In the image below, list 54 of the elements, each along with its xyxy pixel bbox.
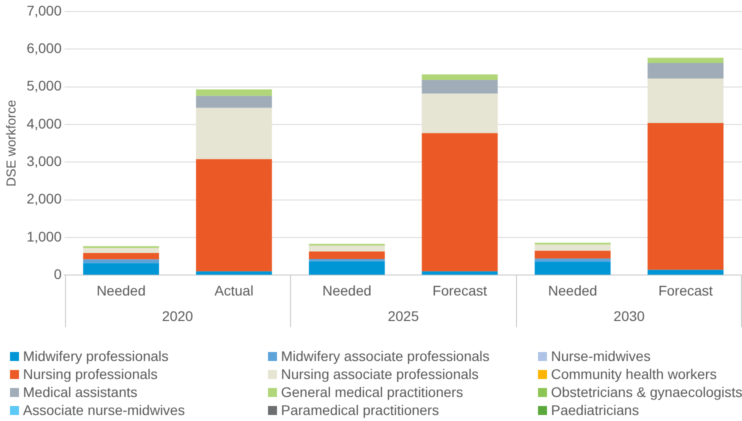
legend-label: Nursing associate professionals [281,366,479,382]
bar [534,244,611,251]
bar [83,259,160,264]
bar [308,251,385,259]
text: 2030 [614,308,645,324]
bar [648,270,724,275]
bar [308,261,385,275]
bar [648,58,724,64]
y-tick-label: 2,000 [26,190,62,207]
legend-label: Midwifery associate professionals [281,348,490,364]
x-tick-label: Forecast [658,282,713,298]
bar [196,159,272,272]
bar [648,63,724,78]
y-axis-title: DSE workforce [3,100,18,187]
legend-label: Obstetricians & gynaecologists [551,384,742,400]
bar [422,271,498,275]
bar [534,250,611,259]
x-tick-label: Forecast [432,282,488,298]
bar [422,133,498,272]
x-tick-label: Needed [548,282,598,298]
legend-label: Nurse-midwives [551,348,651,364]
y-tick-label: 4,000 [26,115,62,132]
text: 2020 [162,308,194,324]
bar [196,89,272,96]
y-tick-label: 6,000 [26,40,62,56]
bar [534,258,611,262]
legend-label: Community health workers [551,366,717,382]
bar [422,80,498,94]
legend-label: Nursing professionals [23,366,158,382]
bar [648,122,724,270]
text: 2025 [388,308,420,324]
bar [308,246,385,252]
legend-label: General medical practitioners [281,384,464,400]
bar [422,74,498,80]
y-tick-label: 7,000 [26,2,62,18]
legend-label: Associate nurse-midwives [23,402,185,418]
legend-label: Medical assistants [23,384,138,400]
x-tick-label: Needed [322,282,372,298]
bar [83,248,160,253]
y-tick-label: 1,000 [26,228,62,244]
y-tick-label: 3,000 [26,153,62,169]
x-tick-label: Needed [96,282,146,298]
legend-label: Midwifery professionals [23,348,168,364]
legend-label: Paediatricians [551,402,639,418]
bar [534,262,611,275]
bar [83,252,160,260]
legend-label: Paramedical practitioners [281,402,439,418]
bar [308,258,385,262]
x-tick-label: Actual [214,282,254,298]
y-tick-label: 5,000 [26,78,62,94]
bar [83,263,160,275]
y-tick-label: 0 [54,266,62,282]
bar [196,271,272,275]
bar [196,96,272,108]
